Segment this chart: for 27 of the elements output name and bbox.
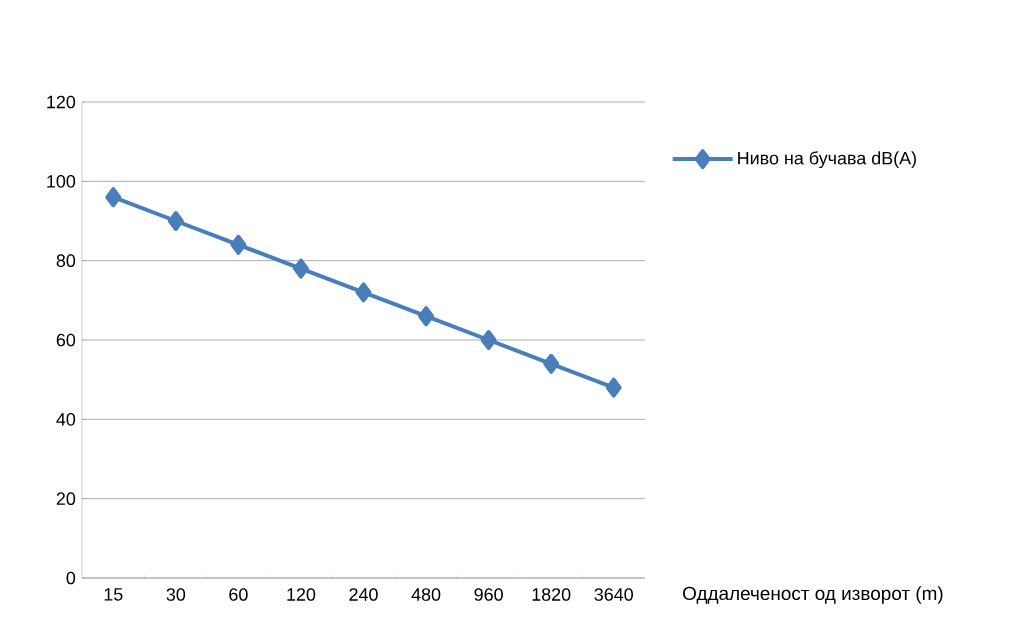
x-tick-label: 240 — [349, 588, 378, 601]
x-tick-label: 960 — [474, 588, 503, 601]
point — [230, 234, 247, 255]
point — [167, 211, 184, 231]
point — [292, 258, 309, 279]
point — [543, 353, 560, 374]
point — [480, 330, 497, 350]
y-tick-label: 0 — [66, 571, 76, 585]
x-axis-title: Оддалеченост од изворот (m) — [683, 586, 943, 604]
x-tick-label: 15 — [104, 588, 123, 601]
legend-label: Ниво на бучава dB(A) — [738, 151, 916, 169]
point — [418, 306, 435, 327]
x-tick-label: 3640 — [594, 588, 633, 601]
y-tick-label: 60 — [56, 333, 76, 347]
x-tick-label: 60 — [229, 588, 248, 601]
y-tick-label: 120 — [47, 95, 76, 109]
point — [605, 377, 622, 398]
y-tick-label: 100 — [47, 174, 76, 188]
y-tick-label: 20 — [56, 492, 76, 506]
point — [355, 282, 372, 303]
y-tick-label: 40 — [56, 412, 76, 426]
x-tick-label: 30 — [166, 588, 186, 601]
x-tick-label: 120 — [287, 588, 316, 601]
y-tick-label: 80 — [56, 254, 76, 268]
x-tick-label: 480 — [411, 588, 441, 601]
x-tick-label: 1820 — [532, 588, 571, 601]
point — [105, 187, 122, 208]
